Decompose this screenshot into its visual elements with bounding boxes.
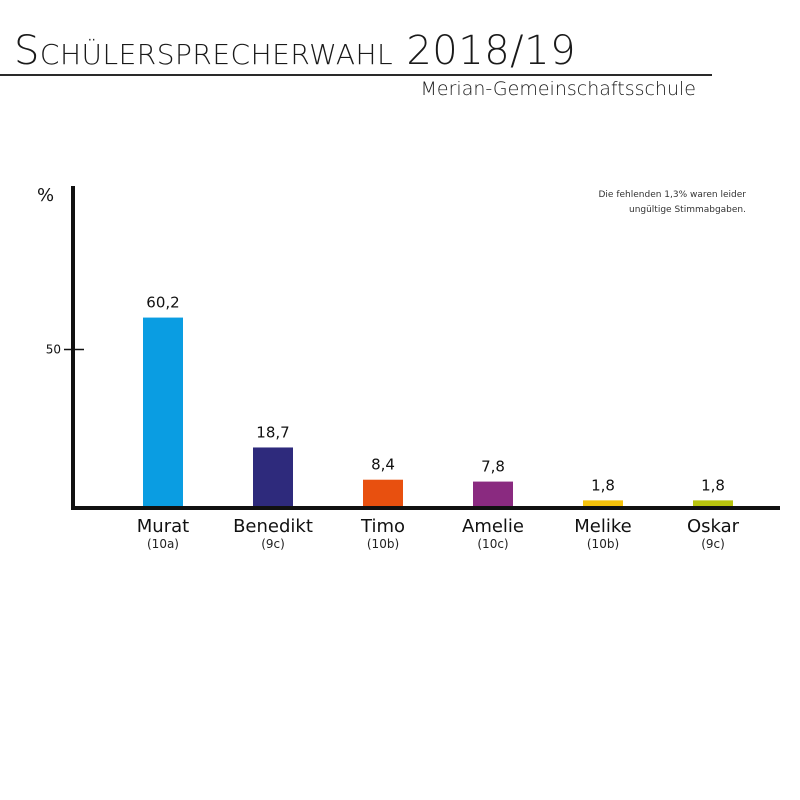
value-label-timo: 8,4 [371,456,395,474]
category-label-timo: Timo [360,516,405,537]
category-label-melike: Melike [574,516,631,537]
bar-benedikt [253,447,293,506]
value-label-melike: 1,8 [591,476,615,494]
value-label-oskar: 1,8 [701,476,725,494]
y-tick-label-50: 50 [46,343,61,357]
title-initial: S [14,28,40,74]
bar-murat [143,317,183,506]
bar-amelie [473,481,513,506]
bar-oskar [693,500,733,506]
class-label-melike: (10b) [587,537,619,551]
y-ticks-group: 50 [46,343,84,357]
note-line-1: Die fehlenden 1,3% waren leider [599,190,747,200]
category-label-murat: Murat [137,516,189,537]
y-axis-unit-label: % [37,185,54,206]
bars-group [143,317,733,506]
class-label-murat: (10a) [147,537,179,551]
value-label-murat: 60,2 [146,294,179,312]
category-label-benedikt: Benedikt [233,516,313,537]
chart-title: Schülersprecherwahl 2018/19 [14,28,576,74]
value-label-benedikt: 18,7 [256,423,289,441]
chart-subtitle: Merian-Gemeinschaftsschule [420,78,696,100]
class-label-benedikt: (9c) [261,537,285,551]
title-year: 2018/19 [406,28,577,74]
note-line-2: ungültige Stimmabgaben. [629,205,746,215]
title-underline [0,74,712,76]
value-label-amelie: 7,8 [481,458,505,476]
category-label-amelie: Amelie [462,516,524,537]
class-label-amelie: (10c) [477,537,508,551]
bar-timo [363,479,403,506]
title-rest: chülersprecherwahl [39,28,394,74]
class-label-timo: (10b) [367,537,399,551]
bar-melike [583,500,623,506]
class-label-oskar: (9c) [701,537,725,551]
category-label-oskar: Oskar [687,516,740,537]
labels-group: 60,2Murat(10a)18,7Benedikt(9c)8,4Timo(10… [137,294,740,551]
